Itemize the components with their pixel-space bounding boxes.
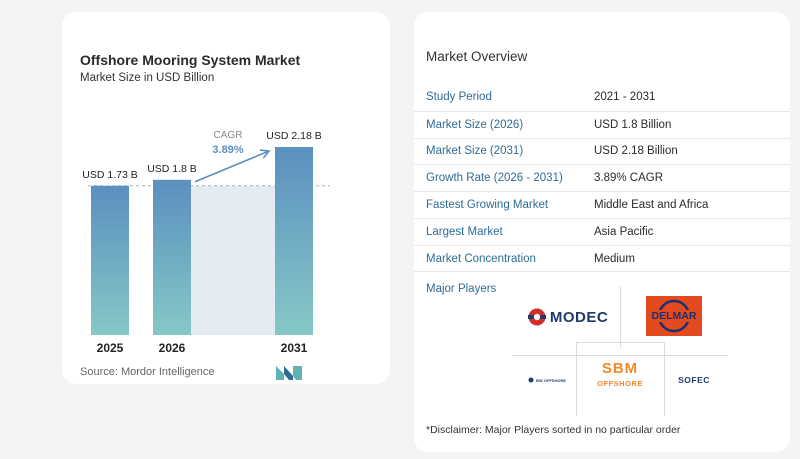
row-label: Market Size (2031): [426, 145, 524, 158]
delmar-logo: DELMAR: [646, 296, 702, 336]
chart-title: Offshore Mooring System Market: [80, 52, 301, 68]
disclaimer: *Disclaimer: Major Players sorted in no …: [426, 424, 681, 436]
row-value: USD 1.8 Billion: [594, 118, 672, 131]
bw-offshore-logo: BW OFFSHORE: [524, 374, 570, 386]
sbm-wordmark: SBM: [601, 359, 639, 377]
data-label-2025: USD 1.73 B: [82, 169, 137, 181]
cagr-arrow-line: [194, 150, 270, 183]
data-label-2031: USD 2.18 B: [266, 130, 321, 142]
table-row: Market Size (2026) USD 1.8 Billion: [414, 110, 790, 138]
chart-subtitle: Market Size in USD Billion: [80, 72, 215, 84]
tick-label-2025: 2025: [97, 341, 124, 355]
sbm-offshore-logo: SBM OFFSHORE: [588, 354, 652, 394]
modec-emblem-icon: [527, 308, 546, 326]
table-row: Growth Rate (2026 - 2031) 3.89% CAGR: [414, 164, 790, 191]
modec-wordmark: MODEC: [549, 308, 609, 326]
logo-grid-divider: [512, 355, 728, 356]
cagr-value: 3.89%: [212, 144, 243, 156]
growth-band: [191, 185, 275, 335]
cagr-label: CAGR: [214, 130, 243, 141]
row-label: Fastest Growing Market: [426, 199, 549, 212]
bw-offshore-wordmark: BW OFFSHORE: [536, 377, 566, 383]
chart-card: Offshore Mooring System Market Market Si…: [62, 12, 390, 384]
tick-label-2026: 2026: [159, 341, 186, 355]
row-label: Market Size (2026): [426, 118, 524, 131]
row-label: Growth Rate (2026 - 2031): [426, 172, 563, 185]
table-row: Largest Market Asia Pacific: [414, 217, 790, 245]
sbm-offshore-wordmark: OFFSHORE: [597, 378, 643, 388]
source-text: Source: Mordor Intelligence: [80, 366, 215, 378]
overview-title: Market Overview: [426, 49, 528, 64]
modec-logo: MODEC: [522, 306, 614, 328]
table-row: Fastest Growing Market Middle East and A…: [414, 191, 790, 218]
mordor-intelligence-logo-icon: [276, 366, 302, 380]
logo-grid-divider: [576, 342, 665, 343]
row-value: Asia Pacific: [594, 225, 654, 238]
row-label: Largest Market: [426, 225, 503, 238]
table-row: Study Period 2021 - 2031: [414, 84, 790, 111]
data-label-2026: USD 1.8 B: [147, 163, 197, 175]
bw-emblem-icon: [528, 377, 534, 383]
overview-table: Study Period 2021 - 2031 Market Size (20…: [414, 84, 790, 272]
bar-2026: [153, 179, 191, 335]
row-value: 3.89% CAGR: [594, 172, 664, 185]
divider: [414, 271, 790, 272]
tick-label-2031: 2031: [281, 341, 308, 355]
logo-grid-divider: [664, 342, 665, 416]
delmar-wordmark: DELMAR: [650, 310, 698, 322]
row-value: Middle East and Africa: [594, 199, 709, 212]
sofec-logo: SOFEC: [674, 374, 714, 386]
row-value: Medium: [594, 252, 635, 265]
row-value: 2021 - 2031: [594, 91, 656, 104]
row-label: Study Period: [426, 91, 492, 104]
sofec-wordmark: SOFEC: [678, 375, 710, 385]
major-players-title: Major Players: [426, 283, 497, 295]
bar-chart: USD 1.73 B 2025 USD 1.8 B 2026 USD 2.18 B 203…: [82, 130, 330, 355]
logo-grid-divider: [576, 342, 577, 416]
market-overview-card: Market Overview Study Period 2021 - 2031…: [414, 12, 790, 452]
table-row: Market Size (2031) USD 2.18 Billion: [414, 137, 790, 165]
bar-2025: [91, 185, 129, 335]
bar-2031: [275, 147, 313, 335]
logo-grid-divider: [620, 286, 621, 348]
row-value: USD 2.18 Billion: [594, 145, 678, 158]
table-row: Market Concentration Medium: [414, 244, 790, 272]
cagr-arrow-head-icon: [259, 149, 271, 159]
row-label: Market Concentration: [426, 252, 536, 265]
